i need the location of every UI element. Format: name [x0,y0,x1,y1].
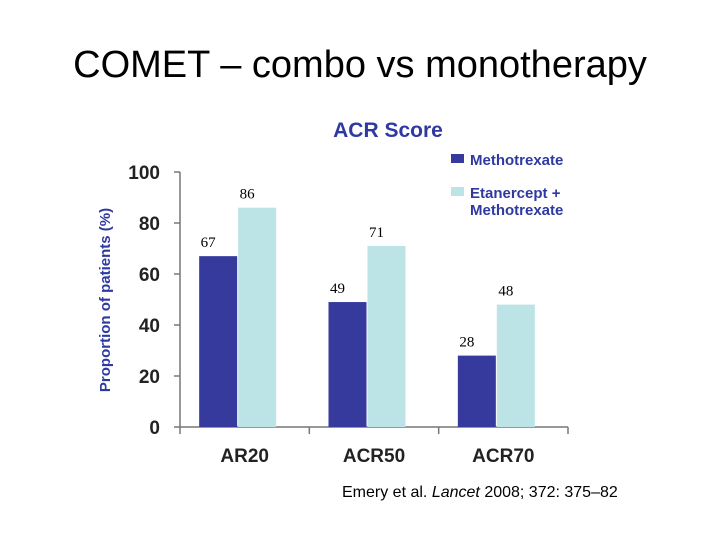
x-axis: AR20 ACR50 ACR70 [179,426,569,467]
y-tick-label: 100 [128,163,160,184]
bar [199,256,238,427]
x-tick-label: AR20 [220,446,269,467]
bars: 67 49 28 86 71 48 [199,187,535,427]
x-tick-label: ACR70 [472,446,534,467]
x-tick-label: ACR50 [343,446,405,467]
legend-swatch [451,154,464,163]
bar [496,304,535,427]
slide-title: COMET – combo vs monotherapy [73,44,647,86]
legend: Methotrexate Etanercept + Methotrexate [451,152,563,219]
y-tick-label: 80 [139,214,160,235]
bar [367,245,406,427]
citation-details: 2008; 372: 375–82 [484,484,618,501]
data-label: 48 [498,284,513,300]
data-label: 86 [240,187,256,203]
data-label: 28 [459,335,474,351]
y-tick-label: 0 [149,418,160,439]
y-tick-label: 20 [139,367,160,388]
bar [238,207,277,427]
citation-journal: Lancet [431,484,480,501]
bar [328,302,367,427]
y-tick-label: 40 [139,316,160,337]
citation: Emery et al. Lancet 2008; 372: 375–82 [342,484,618,502]
data-label: 67 [201,235,217,251]
legend-swatch [451,187,464,196]
chart-title: ACR Score [333,119,443,142]
legend-label: Methotrexate [470,152,563,169]
y-tick-label: 60 [139,265,160,286]
legend-label: Etanercept + Methotrexate [470,185,563,219]
data-label: 71 [369,225,384,241]
y-axis: 0 20 40 60 80 100 [128,163,181,439]
citation-authors: Emery et al. [342,484,428,501]
y-axis-label: Proportion of patients (%) [97,208,114,392]
bar [457,355,496,427]
data-label: 49 [330,281,345,297]
